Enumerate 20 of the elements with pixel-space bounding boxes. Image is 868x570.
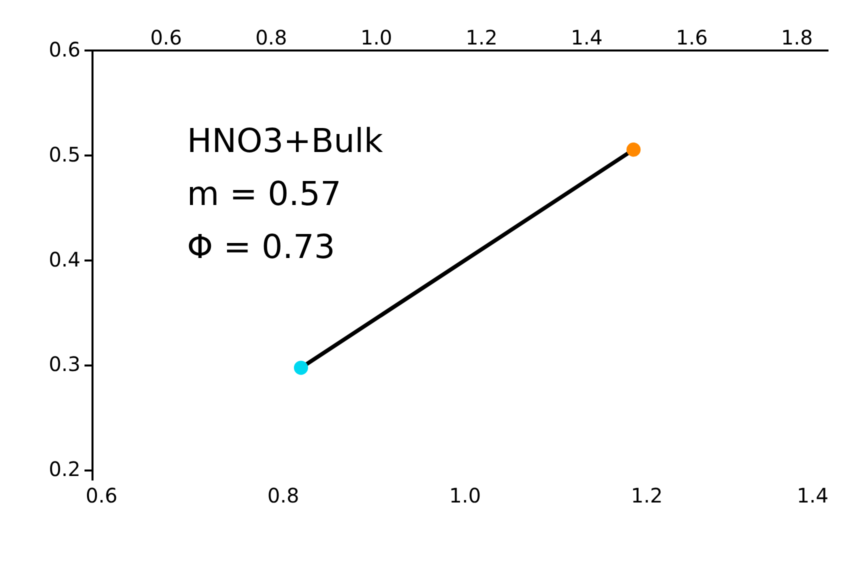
- y-tick-label: 0.4: [48, 247, 80, 272]
- y-tick-label: 0.5: [48, 142, 80, 166]
- y-tick-label: 0.3: [48, 352, 80, 376]
- x-tick-label: 0.8: [267, 484, 300, 508]
- x-tick-label: 1.4: [796, 484, 828, 508]
- x2-tick-label: 1.8: [781, 26, 813, 50]
- x2-tick-label: 0.6: [150, 26, 182, 50]
- y-tick-label: 0.2: [48, 457, 80, 482]
- y-tick-label: 0.6: [48, 38, 80, 62]
- x2-tick-label: 1.4: [570, 26, 603, 50]
- x-tick-label: 0.6: [86, 484, 118, 508]
- annotation: m = 0.57: [187, 174, 342, 213]
- x-tick-label: 1.2: [630, 484, 663, 508]
- x2-tick-label: 0.8: [255, 26, 288, 50]
- x2-tick-label: 1.2: [466, 26, 498, 50]
- x-tick-label: 1.0: [449, 484, 481, 508]
- annotation: Φ = 0.73: [187, 227, 336, 266]
- x2-tick-label: 1.0: [360, 26, 392, 50]
- x2-tick-label: 1.6: [676, 26, 708, 50]
- annotation: HNO3+Bulk: [187, 121, 384, 160]
